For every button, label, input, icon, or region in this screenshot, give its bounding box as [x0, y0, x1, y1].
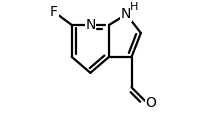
Text: H: H [129, 2, 138, 12]
Text: N: N [121, 7, 131, 21]
Text: F: F [50, 5, 58, 19]
Text: N: N [85, 18, 96, 32]
Text: O: O [145, 96, 156, 110]
